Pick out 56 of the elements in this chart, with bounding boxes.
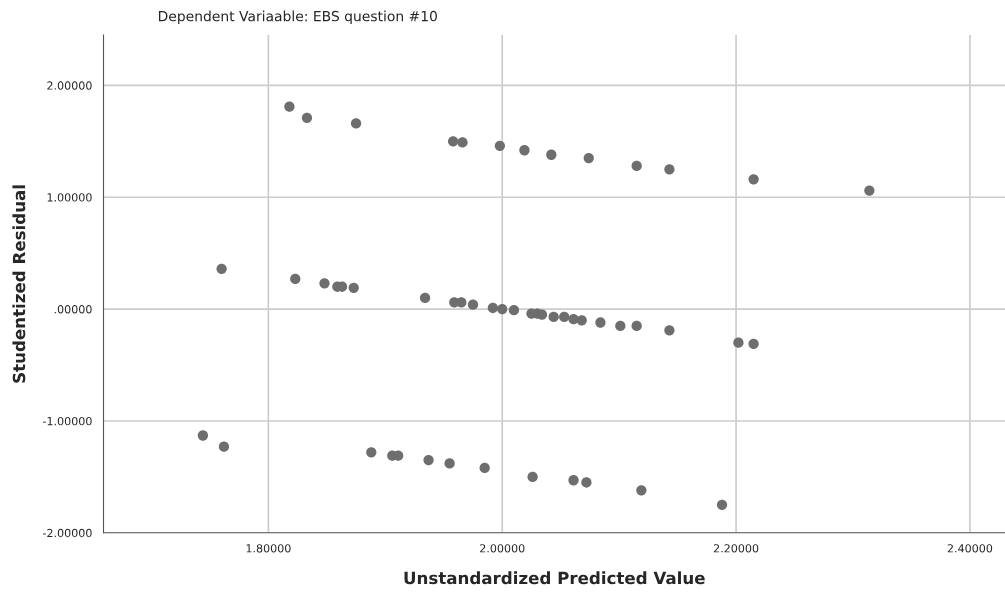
x-tick-label: 2.00000	[480, 544, 525, 553]
point	[197, 430, 209, 441]
point	[423, 454, 434, 466]
point	[664, 325, 675, 336]
point	[447, 136, 459, 147]
point	[581, 477, 592, 488]
point	[350, 118, 362, 129]
point	[546, 149, 557, 160]
point	[636, 485, 647, 496]
y-axis-title: Studentized Residual	[12, 185, 26, 383]
point	[631, 160, 642, 172]
point	[444, 458, 455, 469]
point	[218, 441, 230, 452]
point	[216, 263, 227, 274]
point	[664, 164, 675, 175]
y-tick-label: 1.00000	[47, 193, 92, 202]
point	[366, 447, 377, 458]
point	[548, 311, 559, 323]
point	[733, 337, 744, 348]
y-tick-label: -1.00000	[42, 416, 92, 426]
point	[467, 299, 479, 310]
y-tick-label: -2.00000	[42, 528, 92, 538]
x-tick-label: 2.20000	[713, 544, 759, 553]
x-tick-label: 2.40000	[947, 544, 993, 553]
point	[576, 315, 587, 326]
point	[456, 297, 467, 308]
point	[419, 292, 431, 304]
point	[487, 302, 499, 314]
point	[301, 112, 313, 123]
point	[615, 320, 626, 332]
point	[508, 305, 520, 316]
point	[319, 278, 330, 289]
point	[479, 462, 490, 474]
point	[284, 101, 295, 112]
y-tick-label: 2.00000	[47, 81, 92, 90]
y-tick-label: .00000	[54, 305, 92, 314]
point	[748, 338, 759, 349]
point	[290, 273, 301, 285]
chart-title: Dependent Variaable: EBS question #10	[158, 10, 437, 25]
point	[568, 314, 579, 325]
point	[716, 499, 728, 510]
point	[559, 311, 570, 323]
x-tick-label: 1.80000	[246, 544, 291, 553]
point	[497, 303, 508, 315]
point	[748, 174, 759, 185]
point	[583, 152, 594, 164]
point	[631, 320, 642, 332]
point	[348, 282, 359, 293]
x-axis-title: Unstandardized Predicted Value	[404, 571, 705, 585]
point	[568, 475, 579, 486]
point	[519, 145, 530, 156]
point	[494, 140, 506, 151]
point	[595, 317, 606, 328]
point	[457, 137, 468, 148]
point	[527, 471, 538, 483]
point	[864, 185, 875, 196]
